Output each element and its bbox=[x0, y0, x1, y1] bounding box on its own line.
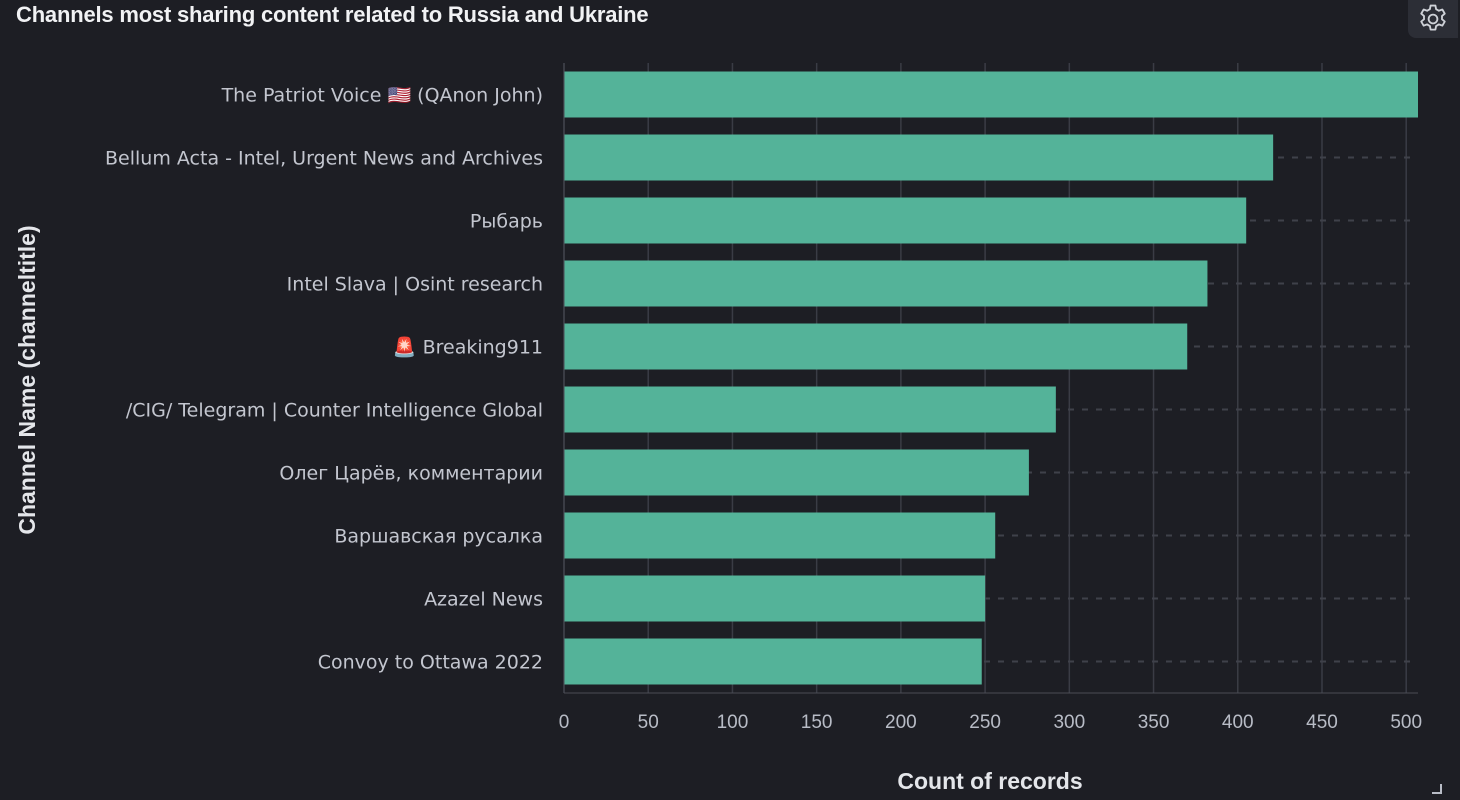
category-label: Олег Царёв, комментарии bbox=[279, 463, 543, 485]
bar[interactable] bbox=[564, 575, 986, 622]
x-tick-label: 0 bbox=[559, 712, 570, 733]
bars bbox=[564, 71, 1418, 685]
x-tick-label: 200 bbox=[885, 712, 917, 733]
x-tick-label: 400 bbox=[1222, 712, 1254, 733]
category-label: Рыбарь bbox=[470, 211, 543, 233]
resize-corner-icon[interactable] bbox=[1432, 784, 1442, 794]
x-axis-title: Count of records bbox=[897, 768, 1082, 794]
gear-icon bbox=[1420, 4, 1446, 31]
category-label: /CIG/ Telegram | Counter Intelligence Gl… bbox=[126, 400, 543, 422]
category-label: Bellum Acta - Intel, Urgent News and Arc… bbox=[105, 148, 543, 170]
x-tick-label: 50 bbox=[638, 712, 659, 733]
y-axis-title: Channel Name (channeltitle) bbox=[14, 225, 40, 534]
category-label: Варшавская русалка bbox=[334, 526, 543, 548]
bar[interactable] bbox=[564, 386, 1056, 433]
bar[interactable] bbox=[564, 323, 1188, 370]
x-tick-label: 450 bbox=[1306, 712, 1338, 733]
x-tick-labels: 0 50 100 150 200 250 300 350 400 450 500 bbox=[559, 712, 1422, 733]
category-label: The Patriot Voice 🇺🇸 (QAnon John) bbox=[221, 85, 543, 107]
settings-button[interactable] bbox=[1408, 0, 1458, 38]
x-tick-label: 150 bbox=[801, 712, 833, 733]
x-tick-label: 300 bbox=[1053, 712, 1085, 733]
category-label: 🚨 Breaking911 bbox=[393, 336, 543, 359]
bar[interactable] bbox=[564, 449, 1029, 496]
bar[interactable] bbox=[564, 197, 1247, 244]
category-label: Convoy to Ottawa 2022 bbox=[318, 652, 543, 674]
bar[interactable] bbox=[564, 71, 1418, 118]
x-tick-label: 350 bbox=[1138, 712, 1170, 733]
bar[interactable] bbox=[564, 134, 1274, 181]
x-tick-label: 500 bbox=[1390, 712, 1422, 733]
x-tick-label: 250 bbox=[969, 712, 1001, 733]
chart-title: Channels most sharing content related to… bbox=[16, 2, 649, 27]
category-label: Azazel News bbox=[424, 589, 543, 611]
category-labels: The Patriot Voice 🇺🇸 (QAnon John) Bellum … bbox=[105, 85, 543, 674]
bar[interactable] bbox=[564, 512, 996, 559]
category-label: Intel Slava | Osint research bbox=[287, 274, 543, 296]
x-tick-label: 100 bbox=[717, 712, 749, 733]
bar[interactable] bbox=[564, 260, 1208, 307]
bar[interactable] bbox=[564, 638, 982, 685]
